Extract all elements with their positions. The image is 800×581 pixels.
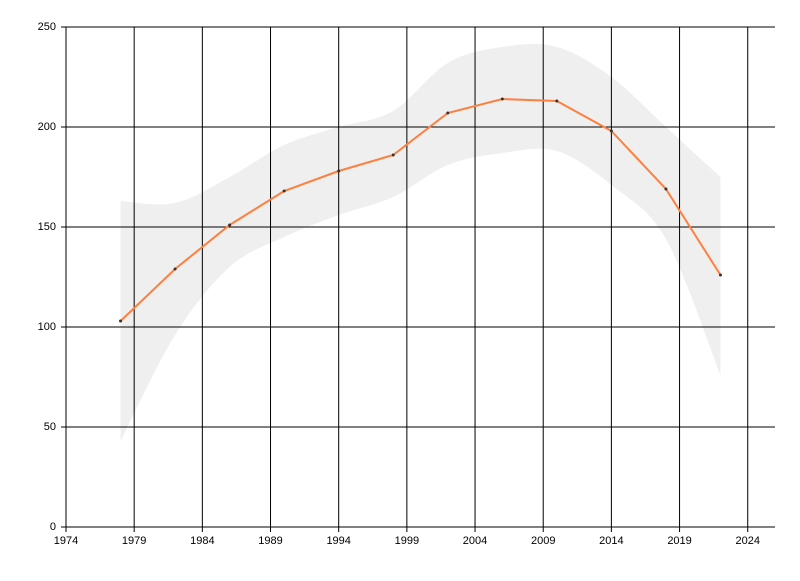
- x-tick-label: 1999: [395, 535, 419, 547]
- point-marker: [119, 319, 123, 323]
- x-tick-label: 2009: [531, 535, 555, 547]
- confidence-band: [120, 44, 721, 442]
- x-tick-label: 1994: [326, 535, 350, 547]
- point-marker: [173, 267, 177, 271]
- point-marker: [446, 111, 450, 115]
- point-marker: [555, 99, 559, 103]
- x-tick-label: 2019: [667, 535, 691, 547]
- y-tick-label: 0: [50, 521, 56, 533]
- point-marker: [282, 189, 286, 193]
- y-tick-label: 150: [38, 221, 56, 233]
- y-tick-label: 250: [38, 21, 56, 33]
- y-tick-label: 200: [38, 121, 56, 133]
- x-tick-label: 1979: [122, 535, 146, 547]
- x-tick-label: 2014: [599, 535, 623, 547]
- point-marker: [718, 273, 722, 277]
- x-tick-label: 1984: [190, 535, 214, 547]
- point-marker: [337, 169, 341, 173]
- point-marker: [664, 187, 668, 191]
- point-marker: [609, 129, 613, 133]
- line-series: [119, 97, 722, 322]
- x-tick-label: 1974: [54, 535, 78, 547]
- x-tick-label: 1989: [258, 535, 282, 547]
- point-marker: [500, 97, 504, 101]
- point-marker: [228, 223, 232, 227]
- y-tick-label: 100: [38, 321, 56, 333]
- x-tick-label: 2024: [735, 535, 759, 547]
- point-marker: [391, 153, 395, 157]
- y-tick-label: 50: [44, 421, 56, 433]
- x-tick-label: 2004: [463, 535, 487, 547]
